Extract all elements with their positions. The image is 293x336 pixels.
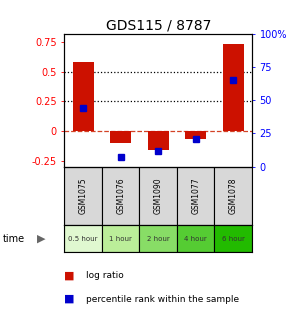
Text: GSM1078: GSM1078 xyxy=(229,178,238,214)
Title: GDS115 / 8787: GDS115 / 8787 xyxy=(105,18,211,33)
Text: time: time xyxy=(3,234,25,244)
Text: GSM1090: GSM1090 xyxy=(154,178,163,214)
Bar xyxy=(102,225,139,252)
Bar xyxy=(177,225,214,252)
Text: 6 hour: 6 hour xyxy=(222,236,245,242)
Text: ■: ■ xyxy=(64,270,75,281)
Text: 1 hour: 1 hour xyxy=(109,236,132,242)
Text: GSM1077: GSM1077 xyxy=(191,178,200,214)
Text: 4 hour: 4 hour xyxy=(184,236,207,242)
Text: 0.5 hour: 0.5 hour xyxy=(69,236,98,242)
Bar xyxy=(177,167,214,225)
Bar xyxy=(148,131,168,150)
Bar xyxy=(214,225,252,252)
Text: GSM1075: GSM1075 xyxy=(79,178,88,214)
Text: GSM1076: GSM1076 xyxy=(116,178,125,214)
Bar xyxy=(64,167,102,225)
Bar xyxy=(110,131,131,143)
Bar xyxy=(214,167,252,225)
Text: ▶: ▶ xyxy=(37,234,45,244)
Bar xyxy=(223,44,243,131)
Bar xyxy=(102,167,139,225)
Text: 2 hour: 2 hour xyxy=(147,236,170,242)
Text: ■: ■ xyxy=(64,294,75,304)
Bar xyxy=(64,225,102,252)
Text: percentile rank within the sample: percentile rank within the sample xyxy=(86,295,240,303)
Bar xyxy=(185,131,206,139)
Bar xyxy=(73,62,93,131)
Bar xyxy=(139,225,177,252)
Text: log ratio: log ratio xyxy=(86,271,124,280)
Bar xyxy=(139,167,177,225)
